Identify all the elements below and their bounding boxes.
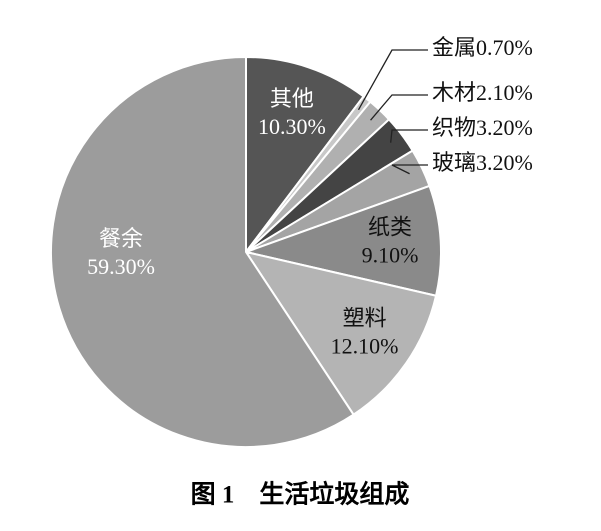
chart-title: 图 1 生活垃圾组成 — [191, 480, 410, 509]
pie-slice — [245, 55, 365, 255]
pie-slice — [242, 184, 442, 297]
leader-line — [390, 129, 428, 143]
category-label: 纸类 — [368, 214, 412, 239]
value-label: 0.70% — [476, 35, 533, 60]
slice-label: 玻璃3.20% — [432, 150, 533, 175]
category-label: 金属 — [432, 35, 476, 60]
leader-line — [370, 94, 428, 121]
value-label: 3.20% — [476, 115, 533, 140]
slice-label: 金属0.70% — [432, 35, 533, 60]
category-label: 其他 — [270, 86, 314, 111]
value-label: 12.10% — [331, 333, 399, 358]
leader-line — [391, 164, 428, 175]
value-label: 59.30% — [87, 254, 155, 279]
value-label: 3.20% — [476, 150, 533, 175]
value-label: 9.10% — [362, 242, 419, 267]
leader-line — [357, 49, 428, 111]
value-label: 2.10% — [476, 80, 533, 105]
value-label: 10.30% — [258, 114, 326, 139]
category-label: 塑料 — [343, 305, 387, 330]
pie-slice — [50, 55, 355, 448]
slice-label: 木材2.10% — [432, 80, 533, 105]
slice-label: 织物3.20% — [432, 115, 533, 140]
category-label: 餐余 — [99, 226, 143, 251]
category-label: 织物 — [432, 115, 476, 140]
category-label: 玻璃 — [432, 150, 476, 175]
pie-slice — [243, 250, 438, 417]
category-label: 木材 — [432, 80, 476, 105]
